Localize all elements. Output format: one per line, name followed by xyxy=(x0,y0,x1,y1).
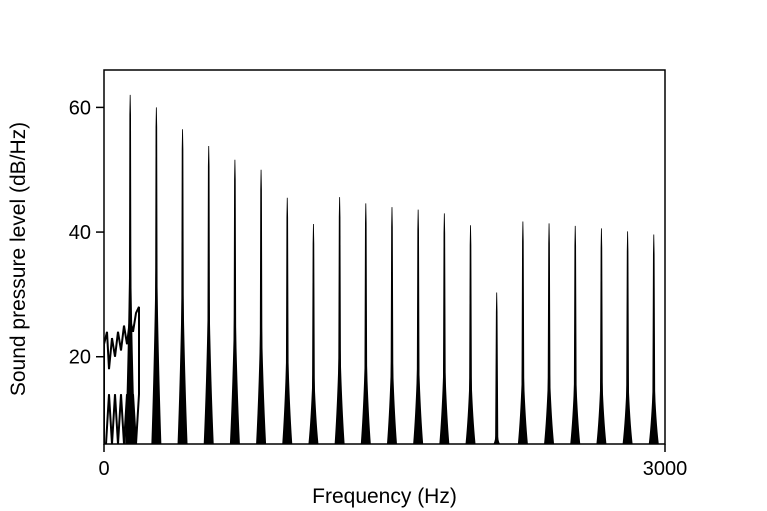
y-tick-label: 40 xyxy=(69,222,91,244)
harmonic-peak xyxy=(517,221,528,444)
harmonic-peak xyxy=(282,197,293,444)
low-frequency-noise xyxy=(104,306,140,444)
x-tick-label: 3000 xyxy=(643,458,688,480)
harmonic-peak xyxy=(334,197,345,444)
x-axis-title: Frequency (Hz) xyxy=(312,485,457,508)
harmonic-peak xyxy=(413,209,424,444)
harmonic-peak xyxy=(151,107,162,444)
x-axis: 0 3000 xyxy=(98,444,687,480)
plot-frame xyxy=(103,69,666,445)
harmonic-peak xyxy=(544,223,555,444)
harmonic-peak xyxy=(125,94,136,444)
y-axis: 20 40 60 xyxy=(69,97,104,369)
harmonic-peak xyxy=(622,231,633,444)
y-tick-label: 20 xyxy=(69,347,91,369)
harmonic-peak xyxy=(229,159,240,444)
harmonic-peak xyxy=(648,234,659,444)
harmonic-peak xyxy=(596,228,607,444)
y-axis-title: Sound pressure level (dB/Hz) xyxy=(7,122,30,396)
y-tick-label: 60 xyxy=(69,97,91,119)
x-tick-label: 0 xyxy=(98,458,109,480)
harmonic-peak xyxy=(203,146,214,444)
harmonic-peak xyxy=(308,223,319,444)
harmonic-peak xyxy=(256,169,267,444)
plot-area xyxy=(104,94,659,444)
harmonic-peak xyxy=(465,225,476,444)
harmonic-peak xyxy=(386,207,397,444)
harmonic-peak xyxy=(439,213,450,444)
harmonic-peak xyxy=(570,225,581,444)
harmonic-peak xyxy=(177,129,188,444)
harmonic-peak xyxy=(360,203,371,444)
harmonic-peak xyxy=(491,292,502,444)
